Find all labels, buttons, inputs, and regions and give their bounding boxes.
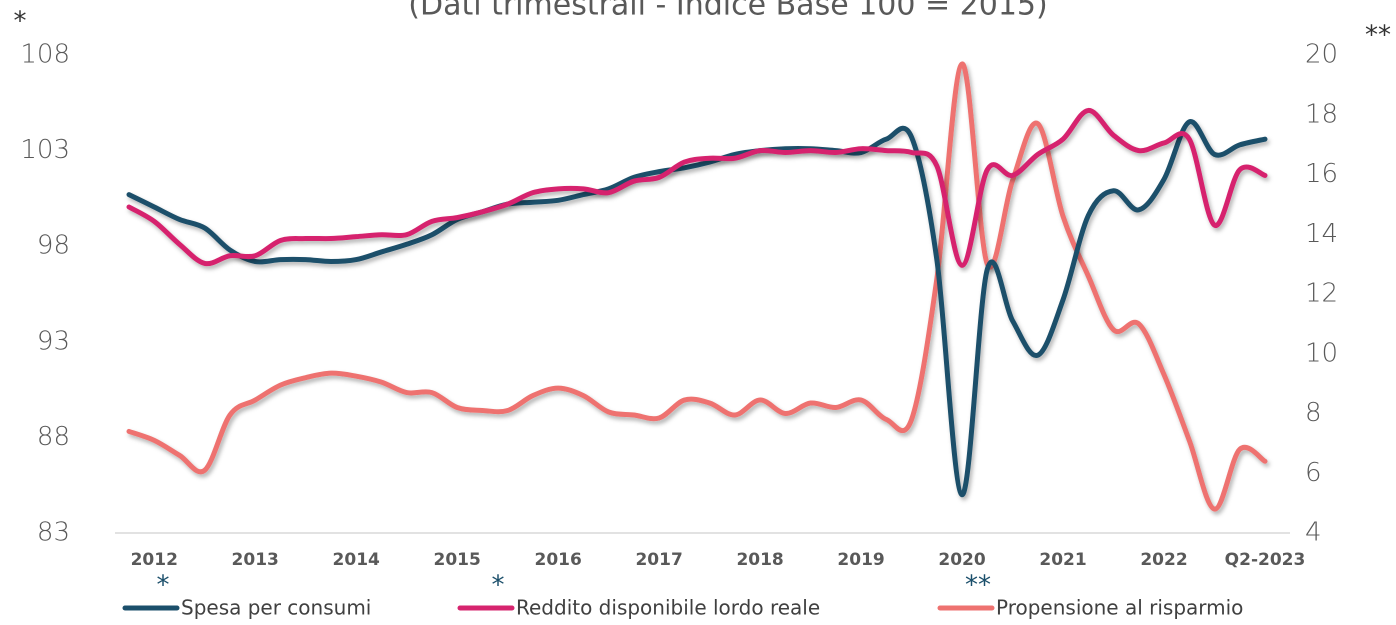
y2-tick-label: 10: [1305, 338, 1338, 368]
y2-tick-label: 20: [1305, 40, 1338, 70]
y2-tick-label: 8: [1305, 398, 1322, 428]
x-tick-label: 2017: [635, 550, 682, 570]
x-tick-label: 2022: [1140, 550, 1187, 570]
x-tick-label: 2015: [434, 550, 481, 570]
y-tick-label: 93: [37, 326, 70, 356]
y-tick-label: 83: [37, 518, 70, 548]
series-line: [126, 107, 1268, 268]
series-line: [126, 61, 1268, 512]
x-tick-label: Q2-2023: [1225, 550, 1306, 570]
y2-axis-label: **: [1365, 21, 1391, 51]
x-tick-label: 2012: [131, 550, 178, 570]
y-axis-label: *: [14, 7, 27, 37]
x-tick-label: 2014: [333, 550, 380, 570]
x-tick-label: 2019: [837, 550, 884, 570]
y2-tick-label: 6: [1305, 458, 1322, 488]
y2-tick-label: 16: [1305, 159, 1338, 189]
y2-tick-label: 14: [1305, 219, 1338, 249]
legend-marker-label: *: [157, 571, 170, 601]
chart-title: (Dati trimestrali - Indice Base 100 = 20…: [408, 0, 1047, 23]
legend-marker-label: **: [965, 571, 991, 601]
y2-tick-label: 12: [1305, 279, 1338, 309]
series-line: [126, 119, 1268, 498]
x-tick-label: 2013: [232, 550, 279, 570]
x-tick-label: 2021: [1039, 550, 1086, 570]
legend-label: Propensione al risparmio: [996, 596, 1243, 620]
y-tick-label: 98: [37, 231, 70, 261]
legend-label: Reddito disponibile lordo reale: [516, 596, 820, 620]
legend-label: Spesa per consumi: [181, 596, 371, 620]
x-tick-label: 2018: [736, 550, 783, 570]
y-tick-label: 103: [20, 135, 70, 165]
y2-tick-label: 4: [1305, 518, 1322, 548]
x-tick-label: 2020: [938, 550, 985, 570]
x-tick-label: 2016: [534, 550, 581, 570]
y2-tick-label: 18: [1305, 99, 1338, 129]
y-tick-label: 108: [20, 40, 70, 70]
legend-marker-label: *: [492, 571, 505, 601]
y-tick-label: 88: [37, 422, 70, 452]
